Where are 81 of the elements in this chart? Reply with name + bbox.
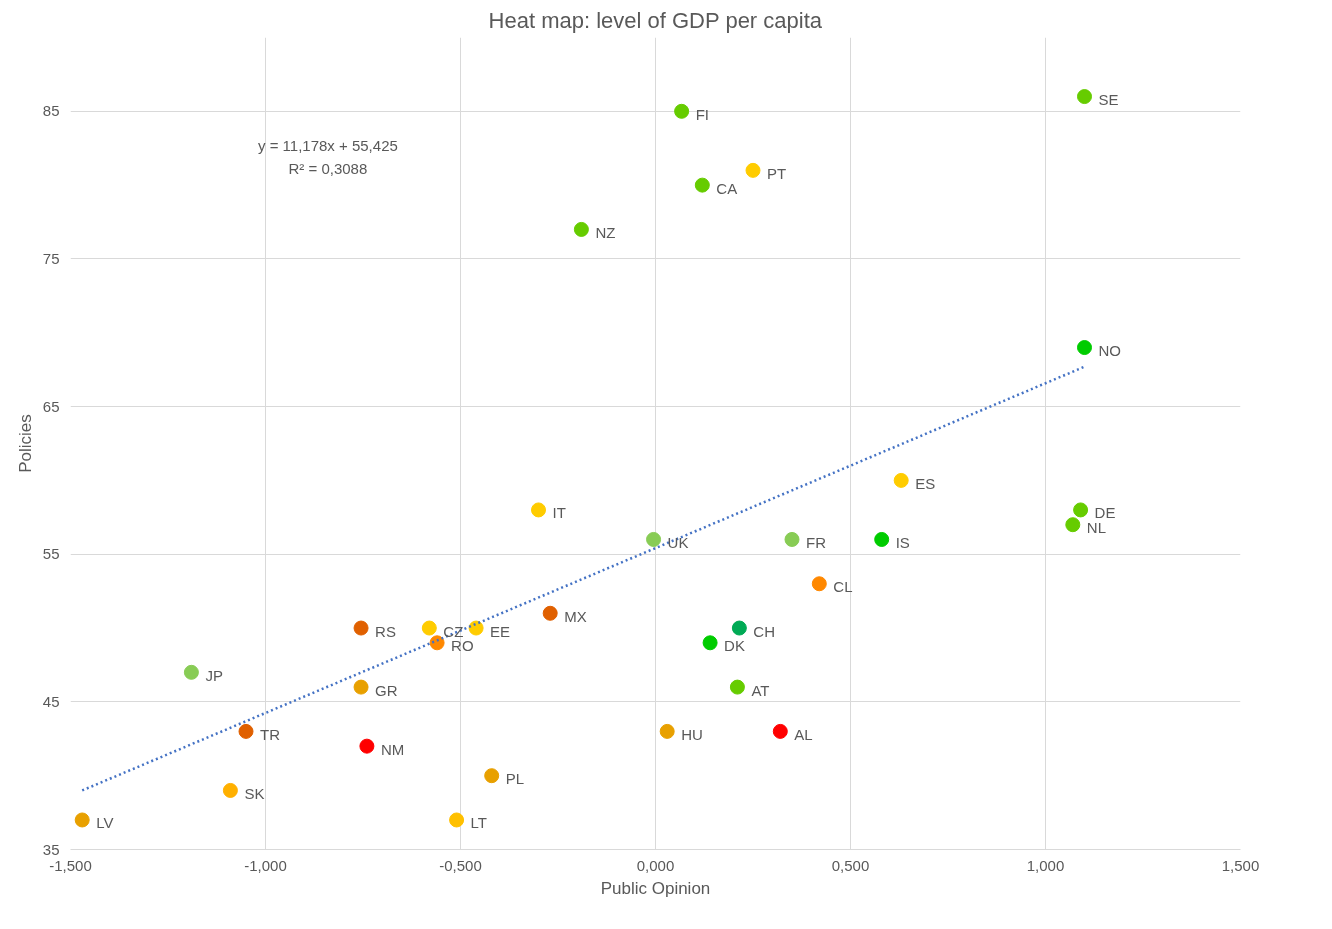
annotation: PL — [505, 770, 525, 788]
x-tick-label: -0,500 — [439, 856, 482, 874]
x-tick-label: 1,500 — [1221, 856, 1260, 874]
annotation: IT — [552, 504, 566, 522]
annotation: CH — [753, 622, 776, 640]
x-tick-label: 1,000 — [1026, 856, 1065, 874]
annotation: UK — [667, 533, 689, 551]
point — [1065, 517, 1081, 533]
point — [1073, 502, 1089, 518]
annotation: SE — [1098, 91, 1119, 109]
y-axis-title: Policies — [15, 414, 35, 473]
x-tick-label: -1,000 — [244, 856, 287, 874]
point — [659, 723, 675, 739]
point — [694, 177, 710, 193]
point — [449, 812, 465, 828]
point — [745, 162, 761, 178]
annotation: CA — [716, 179, 738, 197]
point — [811, 576, 827, 592]
annotation: HU — [681, 725, 703, 743]
point — [421, 620, 437, 636]
chart-title: Heat map: level of GDP per capita — [488, 7, 823, 33]
annotation: RS — [375, 622, 396, 640]
point — [353, 679, 369, 695]
annotation: PT — [767, 164, 787, 182]
point — [359, 738, 375, 754]
x-axis-title: Public Opinion — [600, 878, 711, 898]
point — [183, 664, 199, 680]
annotation: RO — [451, 637, 474, 655]
annotation: NO — [1098, 342, 1121, 360]
point — [729, 679, 745, 695]
x-tick-label: 0,000 — [636, 856, 675, 874]
x-tick-label: 0,500 — [831, 856, 870, 874]
point — [353, 620, 369, 636]
y-tick-label: 45 — [42, 692, 60, 710]
annotation: FR — [806, 533, 827, 551]
annotation: NZ — [595, 223, 616, 241]
annotation: EE — [490, 622, 511, 640]
annotation: SK — [244, 784, 265, 802]
point — [731, 620, 747, 636]
annotation: TR — [260, 725, 281, 743]
y-tick-label: 75 — [42, 249, 60, 267]
annotation: AL — [794, 725, 813, 743]
point — [646, 531, 662, 547]
y-tick-label: 85 — [42, 102, 60, 120]
point — [222, 782, 238, 798]
point — [238, 723, 254, 739]
annotation: CZ — [443, 622, 464, 640]
annotation: ES — [915, 474, 936, 492]
annotation: FI — [695, 105, 709, 123]
annotation: DK — [724, 637, 745, 655]
annotation: JP — [205, 666, 223, 684]
x-tick-label: -1,500 — [49, 856, 92, 874]
point — [429, 635, 445, 651]
annotation: LT — [470, 814, 488, 832]
point — [531, 502, 546, 518]
point — [772, 723, 788, 739]
annotation: LV — [96, 814, 114, 832]
point — [893, 472, 909, 488]
y-tick-label: 55 — [42, 545, 60, 563]
annotation: IS — [895, 533, 910, 551]
point — [784, 531, 800, 547]
annotation: AT — [751, 681, 770, 699]
point — [1077, 89, 1092, 105]
point — [702, 635, 718, 651]
annotation: MX — [564, 607, 587, 625]
y-tick-label: 65 — [42, 397, 60, 415]
point — [573, 221, 589, 237]
point — [1077, 340, 1092, 356]
point — [674, 103, 690, 119]
annotation: NL — [1086, 519, 1106, 537]
annotation: CL — [833, 578, 853, 596]
point — [874, 531, 890, 547]
annotation: DE — [1094, 504, 1116, 522]
point — [74, 812, 90, 828]
annotation: R² = 0,3088 — [288, 160, 368, 178]
point — [484, 768, 500, 784]
annotation: NM — [380, 740, 405, 758]
y-tick-label: 35 — [42, 840, 60, 858]
point — [542, 605, 558, 621]
annotation: y = 11,178x + 55,425 — [257, 136, 398, 154]
annotation: GR — [375, 681, 398, 699]
